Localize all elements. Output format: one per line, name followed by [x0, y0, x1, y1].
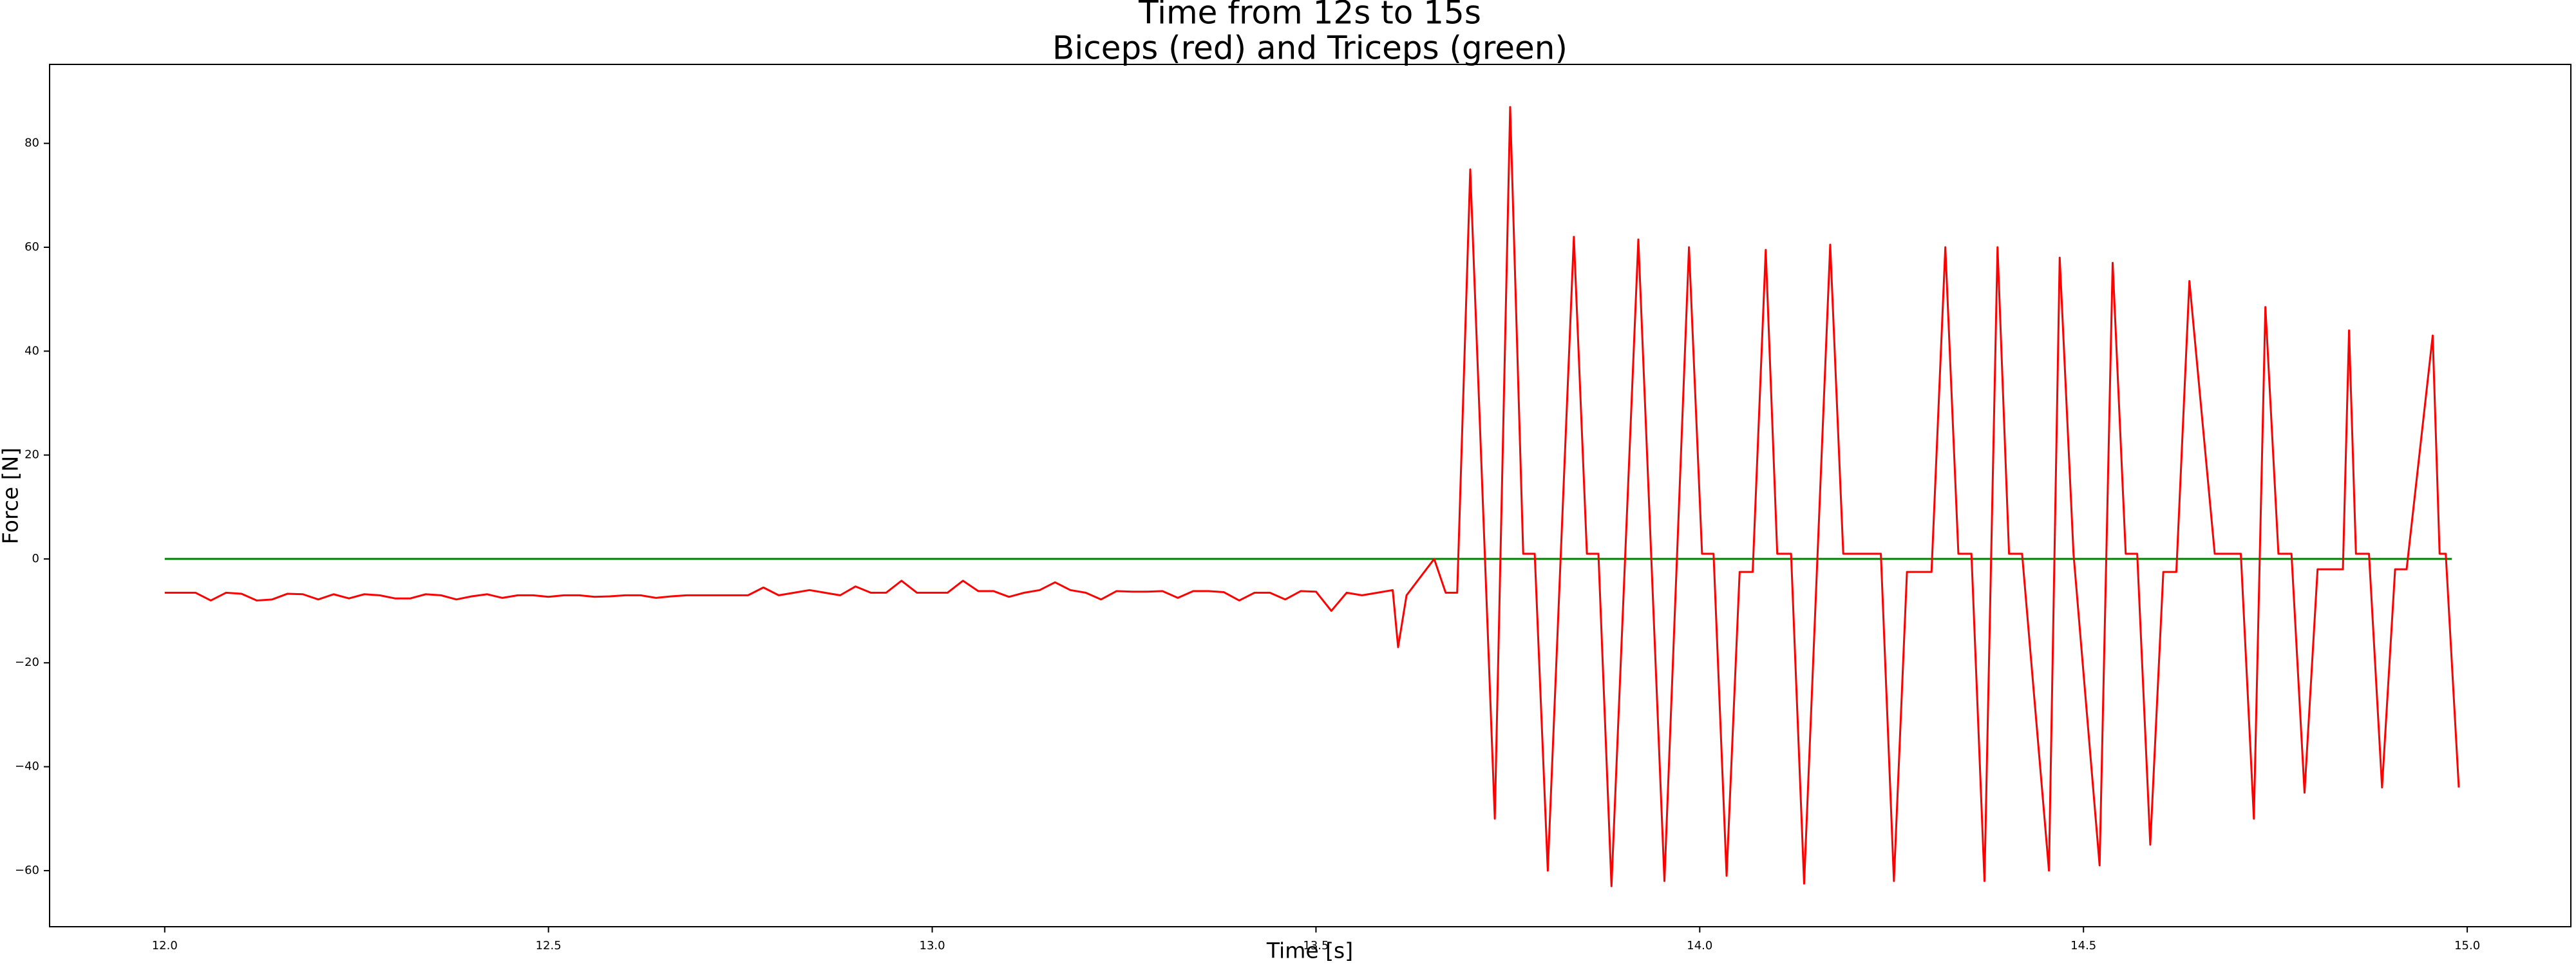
x-tick-label: 14.0	[1687, 939, 1712, 952]
x-tick-label: 13.5	[1303, 939, 1329, 952]
y-tick-label: 0	[32, 552, 39, 565]
y-tick-label: 80	[24, 137, 39, 150]
chart-subtitle: Biceps (red) and Triceps (green)	[1052, 30, 1567, 67]
plot-frame	[49, 64, 2571, 927]
y-tick-label: 60	[24, 240, 39, 254]
x-tick-label: 15.0	[2454, 939, 2480, 952]
chart-title: Time from 12s to 15s	[1138, 0, 1481, 32]
y-tick-label: −60	[15, 864, 39, 877]
y-axis-label: Force [N]	[0, 448, 23, 544]
y-tick-label: −20	[15, 656, 39, 669]
x-tick-label: 12.5	[536, 939, 562, 952]
y-tick-label: 20	[24, 448, 39, 462]
x-tick-label: 13.0	[920, 939, 945, 952]
x-axis-label: Time [s]	[1266, 938, 1353, 963]
x-tick-label: 12.0	[152, 939, 178, 952]
y-tick-label: 40	[24, 344, 39, 357]
x-tick-label: 14.5	[2070, 939, 2096, 952]
y-tick-label: −40	[15, 760, 39, 773]
series-line	[164, 106, 2460, 887]
